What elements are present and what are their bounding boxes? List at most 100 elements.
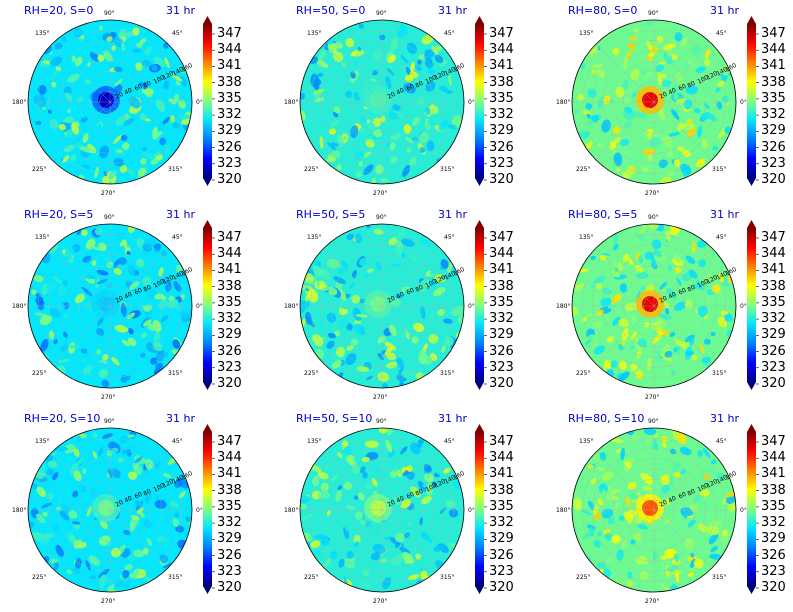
colorbar-tick-label: 338 xyxy=(761,482,786,498)
angle-label: 0° xyxy=(468,99,475,106)
field-cell xyxy=(674,32,683,42)
field-cell xyxy=(185,516,191,523)
colorbar xyxy=(475,228,484,382)
field-cell xyxy=(379,178,389,182)
field-cell xyxy=(377,372,390,382)
field-cell xyxy=(637,338,648,348)
colorbar-extend-min xyxy=(747,586,756,594)
grid-spoke xyxy=(653,247,713,307)
field-cell xyxy=(336,164,342,171)
field-cell xyxy=(123,375,131,382)
grid-spoke xyxy=(109,247,169,307)
field-cell xyxy=(393,497,403,505)
field-cell xyxy=(83,164,90,169)
field-cell xyxy=(668,131,680,137)
field-cell xyxy=(622,253,630,263)
field-cell xyxy=(141,87,154,96)
field-cell xyxy=(341,135,347,141)
polar-panel: RH=50, S=10 31 hr 90° 135° 45° 180° 0° 225° 315°… xyxy=(272,408,536,612)
field-cell xyxy=(35,292,41,298)
grid-spoke xyxy=(51,451,111,511)
field-cell xyxy=(63,331,68,338)
field-cell xyxy=(596,69,605,78)
field-cell xyxy=(73,470,82,482)
field-cell xyxy=(305,311,312,325)
field-cell xyxy=(98,368,109,378)
field-cell xyxy=(353,495,359,500)
field-cell xyxy=(664,499,670,505)
colorbar-tick-label: 338 xyxy=(217,278,242,294)
field-cell xyxy=(616,459,625,470)
field-cell xyxy=(313,534,327,540)
panel-time: 31 hr xyxy=(710,412,739,425)
field-cell xyxy=(50,558,58,564)
field-cell xyxy=(616,549,624,561)
field-cell xyxy=(605,558,611,564)
field-cell xyxy=(340,260,349,268)
field-cell xyxy=(406,148,412,153)
field-cell xyxy=(337,134,344,147)
colorbar-tick-label: 344 xyxy=(217,450,242,466)
field-cell xyxy=(610,438,624,443)
panel-title: RH=20, S=5 xyxy=(24,208,94,221)
field-cell xyxy=(175,525,185,533)
angle-label: 45° xyxy=(172,438,183,445)
field-cell xyxy=(92,451,98,459)
field-cell xyxy=(721,65,731,76)
colorbar-tick-label: 320 xyxy=(761,172,786,187)
field-cell xyxy=(639,571,649,581)
field-cell xyxy=(590,51,594,56)
field-cell xyxy=(373,466,381,474)
angle-label: 90° xyxy=(648,214,659,221)
panel-title: RH=50, S=10 xyxy=(296,412,373,425)
field-cell xyxy=(178,114,192,120)
colorbar-tick-label: 332 xyxy=(217,107,242,123)
field-cell xyxy=(615,86,625,98)
field-cell xyxy=(121,339,130,347)
polar-plot xyxy=(571,220,759,390)
field-cell xyxy=(433,544,443,552)
field-cell xyxy=(153,244,161,249)
colorbar-tick-label: 332 xyxy=(761,311,786,327)
field-cell xyxy=(49,308,62,318)
field-cell xyxy=(60,503,70,513)
field-cell xyxy=(337,485,343,491)
field-cell xyxy=(710,331,716,337)
field-cell xyxy=(63,444,76,454)
field-cell xyxy=(674,267,682,274)
field-cell xyxy=(172,122,180,129)
grid-spoke xyxy=(109,451,169,511)
field-cell xyxy=(691,241,696,253)
grid-spoke xyxy=(653,101,713,161)
field-cell xyxy=(127,554,136,562)
angle-label: 270° xyxy=(373,394,388,401)
field-cell xyxy=(388,112,399,120)
field-cell xyxy=(584,141,593,151)
field-cell xyxy=(380,115,386,122)
field-cell xyxy=(153,56,166,67)
polar-panel: RH=80, S=5 31 hr 90° 135° 45° 180° 0° 225° 315° 2… xyxy=(544,204,793,408)
field-cell xyxy=(345,505,356,511)
field-cell xyxy=(407,521,413,528)
field-cell xyxy=(82,467,87,475)
field-cell xyxy=(354,541,360,547)
colorbar-tick-label: 320 xyxy=(489,172,514,187)
field-cell xyxy=(595,282,603,290)
field-cell xyxy=(34,275,44,282)
field-cell xyxy=(357,46,362,52)
field-cell xyxy=(402,165,411,177)
colorbar-extend-max xyxy=(475,220,484,228)
field-cell xyxy=(68,510,78,519)
field-cell xyxy=(143,469,150,476)
field-cell xyxy=(163,473,172,478)
field-cell xyxy=(420,237,431,248)
field-cell xyxy=(403,560,415,564)
grid-spoke xyxy=(323,451,383,511)
field-cell xyxy=(311,490,322,500)
field-cell xyxy=(655,348,662,363)
field-cell xyxy=(406,465,413,472)
field-cell xyxy=(147,289,157,299)
field-cell xyxy=(665,230,672,243)
field-cell xyxy=(658,462,665,472)
angle-label: 270° xyxy=(645,598,660,605)
